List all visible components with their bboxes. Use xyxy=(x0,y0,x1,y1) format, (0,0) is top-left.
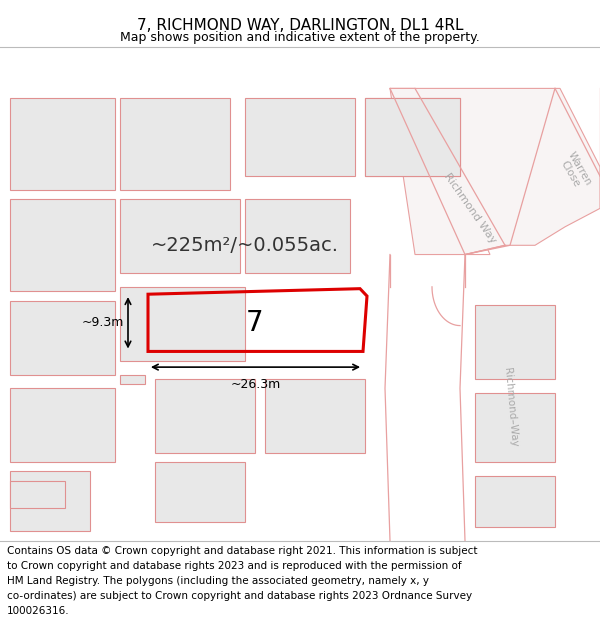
Text: Contains OS data © Crown copyright and database right 2021. This information is : Contains OS data © Crown copyright and d… xyxy=(7,546,478,556)
Bar xyxy=(365,98,460,176)
Bar xyxy=(120,374,145,384)
Bar xyxy=(10,471,90,531)
Bar xyxy=(245,98,355,176)
Text: Map shows position and indicative extent of the property.: Map shows position and indicative extent… xyxy=(120,31,480,44)
Bar xyxy=(475,476,555,527)
Text: 7: 7 xyxy=(246,309,264,337)
Bar xyxy=(120,98,230,190)
Bar xyxy=(10,481,65,508)
Text: Richmond Way: Richmond Way xyxy=(442,171,498,246)
Bar xyxy=(265,379,365,453)
Text: Richmond–Way: Richmond–Way xyxy=(502,367,518,447)
Text: ~225m²/~0.055ac.: ~225m²/~0.055ac. xyxy=(151,236,339,255)
Text: HM Land Registry. The polygons (including the associated geometry, namely x, y: HM Land Registry. The polygons (includin… xyxy=(7,576,429,586)
Polygon shape xyxy=(390,88,600,254)
Bar xyxy=(10,98,115,190)
Bar xyxy=(10,199,115,291)
Text: to Crown copyright and database rights 2023 and is reproduced with the permissio: to Crown copyright and database rights 2… xyxy=(7,561,462,571)
Polygon shape xyxy=(390,88,490,254)
Bar xyxy=(245,199,350,273)
Bar xyxy=(155,462,245,522)
Text: 7, RICHMOND WAY, DARLINGTON, DL1 4RL: 7, RICHMOND WAY, DARLINGTON, DL1 4RL xyxy=(137,18,463,32)
Text: 100026316.: 100026316. xyxy=(7,606,70,616)
Bar xyxy=(475,305,555,379)
Bar xyxy=(365,98,460,176)
Bar xyxy=(120,287,245,361)
Bar xyxy=(475,393,555,462)
Text: co-ordinates) are subject to Crown copyright and database rights 2023 Ordnance S: co-ordinates) are subject to Crown copyr… xyxy=(7,591,472,601)
Text: ~26.3m: ~26.3m xyxy=(230,378,281,391)
Bar xyxy=(10,301,115,374)
Bar xyxy=(155,379,255,453)
Text: Warren
Close: Warren Close xyxy=(556,150,593,193)
Text: ~9.3m: ~9.3m xyxy=(82,316,124,329)
Bar xyxy=(120,199,240,273)
Bar xyxy=(10,388,115,462)
